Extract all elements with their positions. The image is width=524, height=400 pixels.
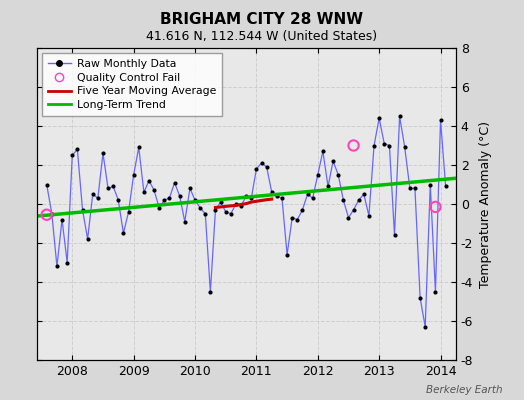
Point	[237, 203, 245, 209]
Point	[226, 210, 235, 217]
Point	[350, 142, 358, 149]
Point	[165, 195, 173, 201]
Point	[104, 185, 112, 192]
Point	[170, 179, 179, 186]
Point	[145, 178, 153, 184]
Point	[140, 189, 148, 196]
Point	[278, 195, 286, 201]
Point	[344, 214, 353, 221]
Point	[319, 148, 327, 154]
Point	[42, 212, 51, 218]
Point	[94, 195, 102, 201]
Point	[150, 187, 158, 194]
Text: 41.616 N, 112.544 W (United States): 41.616 N, 112.544 W (United States)	[146, 30, 378, 43]
Point	[370, 142, 378, 149]
Point	[283, 252, 291, 258]
Point	[293, 216, 301, 223]
Point	[232, 201, 240, 207]
Point	[313, 172, 322, 178]
Point	[400, 144, 409, 151]
Point	[89, 191, 97, 198]
Point	[252, 166, 260, 172]
Point	[309, 195, 317, 201]
Point	[324, 183, 332, 190]
Point	[375, 115, 384, 122]
Point	[380, 140, 388, 147]
Point	[206, 288, 214, 295]
Point	[58, 216, 66, 223]
Point	[242, 193, 250, 199]
Point	[390, 232, 399, 238]
Point	[176, 193, 184, 199]
Legend: Raw Monthly Data, Quality Control Fail, Five Year Moving Average, Long-Term Tren: Raw Monthly Data, Quality Control Fail, …	[42, 54, 222, 116]
Point	[355, 197, 363, 203]
Point	[421, 324, 429, 330]
Point	[257, 160, 266, 166]
Point	[129, 172, 138, 178]
Point	[42, 181, 51, 188]
Point	[431, 288, 440, 295]
Point	[124, 209, 133, 215]
Point	[272, 193, 281, 199]
Point	[48, 210, 56, 217]
Point	[83, 236, 92, 242]
Text: Berkeley Earth: Berkeley Earth	[427, 385, 503, 395]
Point	[426, 181, 434, 188]
Point	[73, 146, 82, 153]
Point	[288, 214, 297, 221]
Point	[303, 191, 312, 198]
Point	[411, 185, 419, 192]
Point	[196, 205, 204, 211]
Point	[334, 172, 342, 178]
Point	[119, 230, 128, 236]
Point	[268, 189, 276, 196]
Point	[329, 158, 337, 164]
Point	[114, 197, 123, 203]
Point	[185, 185, 194, 192]
Point	[431, 204, 440, 210]
Point	[406, 185, 414, 192]
Point	[201, 210, 210, 217]
Point	[350, 207, 358, 213]
Point	[436, 117, 445, 123]
Point	[109, 183, 117, 190]
Point	[63, 259, 71, 266]
Point	[135, 144, 143, 151]
Point	[385, 142, 394, 149]
Point	[191, 197, 199, 203]
Point	[181, 218, 189, 225]
Point	[416, 294, 424, 301]
Text: BRIGHAM CITY 28 WNW: BRIGHAM CITY 28 WNW	[160, 12, 364, 27]
Point	[160, 197, 169, 203]
Point	[222, 209, 230, 215]
Point	[99, 150, 107, 156]
Point	[53, 263, 61, 270]
Point	[216, 199, 225, 205]
Point	[68, 152, 77, 158]
Point	[339, 197, 347, 203]
Point	[365, 212, 373, 219]
Point	[441, 183, 450, 190]
Y-axis label: Temperature Anomaly (°C): Temperature Anomaly (°C)	[479, 120, 492, 288]
Point	[263, 164, 271, 170]
Point	[247, 195, 256, 201]
Point	[78, 207, 86, 213]
Point	[211, 207, 220, 213]
Point	[155, 205, 163, 211]
Point	[396, 113, 404, 120]
Point	[298, 207, 307, 213]
Point	[359, 191, 368, 198]
